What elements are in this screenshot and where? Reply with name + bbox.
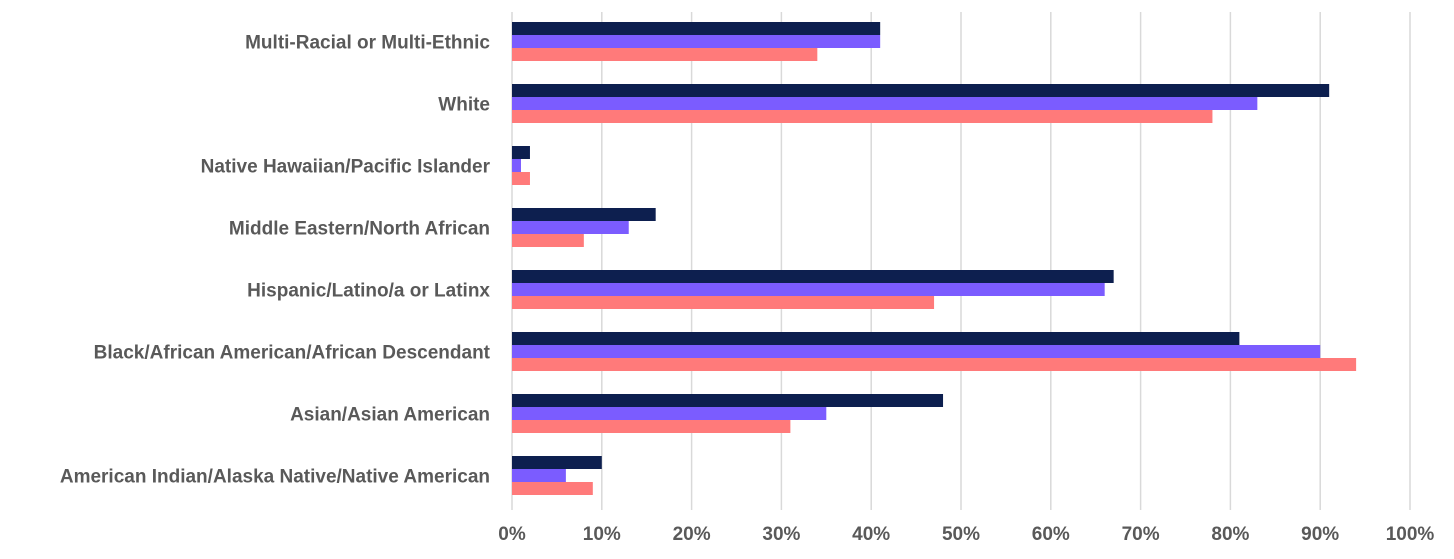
bar — [512, 482, 593, 495]
bar — [512, 332, 1240, 345]
category-label: White — [438, 95, 490, 116]
x-tick-label: 30% — [762, 524, 800, 545]
bar — [512, 456, 602, 469]
bar — [512, 146, 530, 159]
bar — [512, 358, 1357, 371]
bars — [512, 22, 1357, 495]
x-tick-label: 80% — [1211, 524, 1249, 545]
bar — [512, 420, 791, 433]
bar — [512, 221, 629, 234]
category-label: Hispanic/Latino/a or Latinx — [247, 281, 490, 302]
category-label: Native Hawaiian/Pacific Islander — [201, 157, 491, 178]
bar — [512, 97, 1258, 110]
bar — [512, 270, 1114, 283]
bar — [512, 159, 521, 172]
bar — [512, 22, 881, 35]
x-tick-label: 60% — [1032, 524, 1070, 545]
bar — [512, 394, 944, 407]
bar — [512, 84, 1330, 97]
bar — [512, 208, 656, 221]
x-tick-label: 40% — [852, 524, 890, 545]
bar — [512, 345, 1321, 358]
bar — [512, 234, 584, 247]
x-axis-tick-labels: 0% 10% 20% 30% 40% 50% 60% 70% 80% 90% 100% — [498, 524, 1434, 545]
category-label: Middle Eastern/North African — [229, 219, 490, 240]
bar — [512, 110, 1213, 123]
x-tick-label: 100% — [1386, 524, 1435, 545]
x-tick-label: 20% — [673, 524, 711, 545]
category-label: Multi-Racial or Multi-Ethnic — [245, 33, 490, 54]
x-tick-label: 90% — [1301, 524, 1339, 545]
bar — [512, 469, 566, 482]
category-label: Black/African American/African Descendan… — [94, 343, 491, 364]
bar — [512, 172, 530, 185]
category-label: American Indian/Alaska Native/Native Ame… — [60, 467, 490, 488]
category-label: Asian/Asian American — [290, 405, 490, 426]
x-tick-label: 10% — [583, 524, 621, 545]
x-tick-label: 70% — [1122, 524, 1160, 545]
x-tick-label: 0% — [498, 524, 526, 545]
bar — [512, 283, 1105, 296]
bar — [512, 35, 881, 48]
bar — [512, 407, 827, 420]
bar — [512, 48, 818, 61]
category-labels: Multi-Racial or Multi-Ethnic White Native … — [60, 33, 491, 488]
x-tick-label: 50% — [942, 524, 980, 545]
bar — [512, 296, 935, 309]
